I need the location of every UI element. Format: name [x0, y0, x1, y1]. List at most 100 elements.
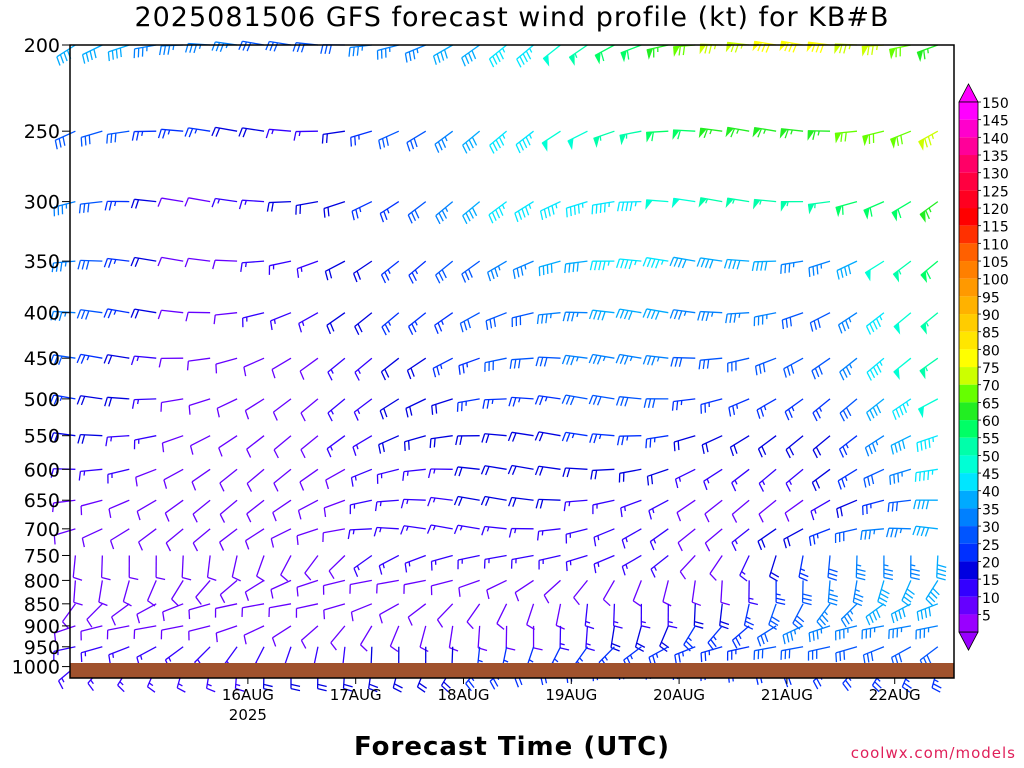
barb-full	[155, 576, 166, 581]
barb-full	[678, 46, 681, 56]
barb-shaft	[377, 468, 399, 476]
barb-full	[818, 365, 823, 375]
barb-shaft	[81, 130, 103, 139]
wind-barb	[783, 528, 804, 549]
barb-shaft	[808, 625, 831, 634]
wind-barb	[936, 555, 947, 581]
barb-full	[280, 574, 289, 582]
wind-barb	[862, 130, 885, 147]
barb-full	[782, 634, 786, 645]
wind-barb	[885, 527, 911, 538]
barb-full	[50, 311, 55, 321]
barb-full	[368, 687, 378, 693]
barb-full	[839, 507, 843, 517]
barb-full	[799, 572, 809, 578]
barb-shaft	[863, 646, 885, 656]
barb-full	[410, 367, 415, 377]
wind-barb	[807, 130, 831, 141]
wind-barb	[265, 40, 292, 52]
barb-full	[535, 499, 540, 509]
barb-shaft	[350, 499, 372, 506]
barb-half	[136, 399, 140, 405]
barb-full	[129, 576, 139, 581]
wind-barb	[698, 127, 723, 139]
wind-barb	[535, 498, 561, 509]
barb-full	[466, 621, 474, 630]
wind-barb	[354, 357, 373, 381]
barb-full	[539, 499, 544, 509]
barb-full	[593, 310, 598, 320]
barb-full	[355, 209, 359, 219]
barb-half	[83, 470, 86, 476]
barb-full	[114, 133, 117, 143]
wind-barb	[406, 130, 427, 152]
wind-barb	[403, 435, 426, 451]
barb-half	[613, 620, 619, 624]
wind-barb	[812, 398, 831, 422]
barb-half	[763, 129, 767, 134]
colorbar-cell	[959, 331, 978, 350]
barb-shaft	[727, 646, 750, 653]
barb-half	[653, 538, 657, 544]
plot-frame	[69, 44, 955, 679]
barb-full	[134, 199, 140, 209]
colorbar-label: 95	[982, 290, 1000, 306]
barb-full	[757, 448, 763, 458]
barb-half	[710, 312, 714, 317]
colorbar-cell	[959, 596, 978, 615]
wind-barb	[157, 256, 184, 267]
wind-barb	[719, 603, 730, 630]
barb-half	[579, 657, 584, 662]
barb-flag	[916, 49, 924, 62]
barb-full	[443, 49, 448, 59]
barb-shaft	[621, 554, 642, 568]
barb-half	[113, 259, 117, 265]
barb-full	[808, 267, 811, 277]
wind-barb	[241, 603, 265, 617]
barb-full	[872, 366, 879, 376]
barb-shaft	[326, 435, 346, 450]
barb-half	[741, 571, 746, 575]
wind-barb	[562, 311, 588, 322]
wind-barb	[890, 603, 912, 624]
barb-full	[725, 313, 728, 324]
barb-full	[731, 482, 737, 492]
barb-shaft	[188, 357, 211, 362]
barb-full	[895, 408, 901, 418]
barb-shaft	[349, 528, 372, 531]
barb-full	[589, 433, 594, 443]
barb-shaft	[134, 625, 157, 631]
barb-half	[382, 563, 385, 569]
barb-full	[296, 587, 299, 597]
barb-full	[816, 265, 819, 275]
barb-shaft	[379, 201, 400, 214]
x-tick-label: 18AUG	[438, 686, 490, 704]
barb-shaft	[107, 468, 130, 475]
barb-full	[588, 354, 594, 364]
barb-half	[816, 533, 819, 539]
wind-barb	[131, 130, 157, 141]
barb-shaft	[431, 554, 453, 562]
wind-barb	[561, 394, 588, 406]
barb-shaft	[268, 200, 292, 204]
barb-full	[620, 259, 625, 269]
barb-half	[502, 134, 506, 139]
barb-shaft	[727, 312, 750, 315]
barb-shaft	[888, 527, 911, 530]
barb-half	[656, 356, 660, 362]
barb-full	[55, 262, 59, 272]
wind-barb	[725, 41, 750, 53]
barb-full	[352, 46, 355, 57]
barb-half	[678, 477, 682, 482]
barb-full	[771, 616, 780, 623]
barb-full	[863, 478, 867, 488]
barb-full	[916, 442, 919, 452]
barb-half	[406, 471, 409, 476]
barb-shaft	[782, 312, 804, 321]
barb-full	[81, 537, 85, 548]
barb-half	[855, 589, 860, 593]
barb-full	[407, 326, 414, 336]
barb-full	[131, 399, 135, 409]
barb-full	[632, 600, 642, 607]
wind-barb	[320, 44, 345, 54]
